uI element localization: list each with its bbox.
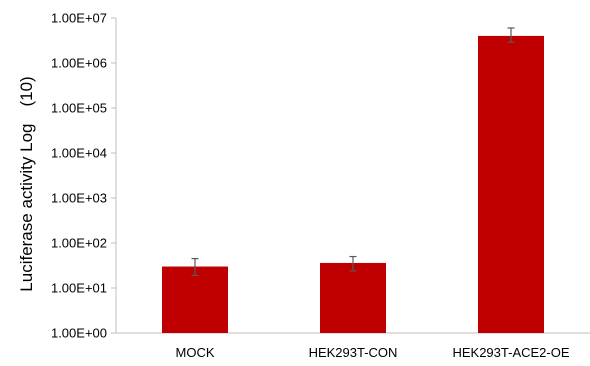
y-tick-label: 1.00E+01 <box>51 281 107 296</box>
bar <box>320 262 386 333</box>
y-tick-label: 1.00E+00 <box>51 326 107 341</box>
bar <box>478 35 544 334</box>
y-tick-label: 1.00E+03 <box>51 191 107 206</box>
x-tick-label: MOCK <box>176 345 215 360</box>
x-tick-label: HEK293T-CON <box>309 345 398 360</box>
y-tick-label: 1.00E+07 <box>51 11 107 26</box>
y-tick-label: 1.00E+02 <box>51 236 107 251</box>
x-tick-label: HEK293T-ACE2-OE <box>452 345 569 360</box>
y-tick-label: 1.00E+04 <box>51 146 107 161</box>
y-tick-label: 1.00E+05 <box>51 101 107 116</box>
y-axis-title: Luciferase activity Log (10) <box>17 76 36 291</box>
y-tick-label: 1.00E+06 <box>51 56 107 71</box>
bar <box>162 266 228 333</box>
